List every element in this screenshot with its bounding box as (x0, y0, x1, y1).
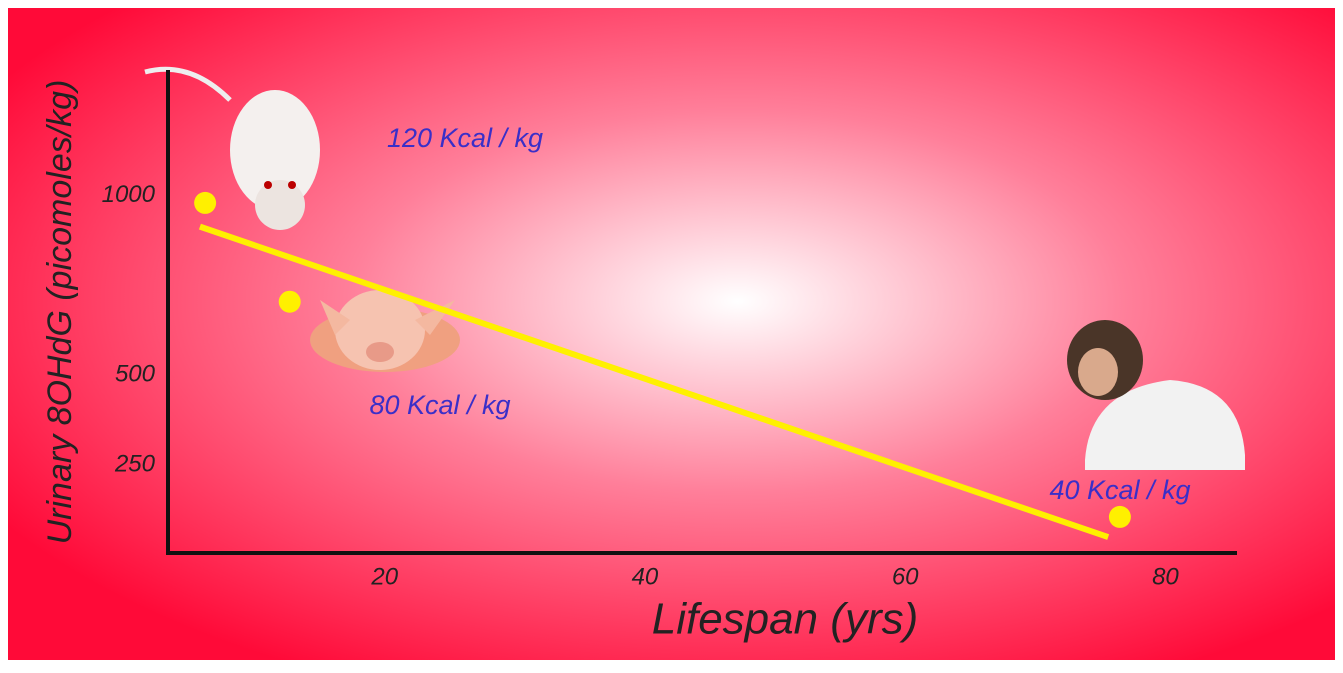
annotation: 40 Kcal / kg (1049, 475, 1190, 505)
point (279, 291, 301, 313)
background (8, 8, 1335, 660)
x-tick-label: 20 (370, 563, 398, 590)
point (194, 192, 216, 214)
y-axis-title: Urinary 8OHdG (picomoles/kg) (41, 80, 79, 545)
y-tick-label: 1000 (102, 181, 156, 208)
x-tick-label: 80 (1152, 563, 1179, 590)
annotation: 120 Kcal / kg (387, 123, 543, 153)
x-axis-title: Lifespan (yrs) (652, 595, 919, 644)
chart: Lifespan (yrs) Urinary 8OHdG (picomoles/… (0, 0, 1343, 673)
y-tick-label: 500 (115, 361, 156, 388)
x-tick-label: 40 (632, 563, 659, 590)
point (1109, 506, 1131, 528)
y-tick-label: 250 (114, 451, 156, 478)
annotation: 80 Kcal / kg (369, 390, 510, 420)
x-tick-label: 60 (892, 563, 919, 590)
